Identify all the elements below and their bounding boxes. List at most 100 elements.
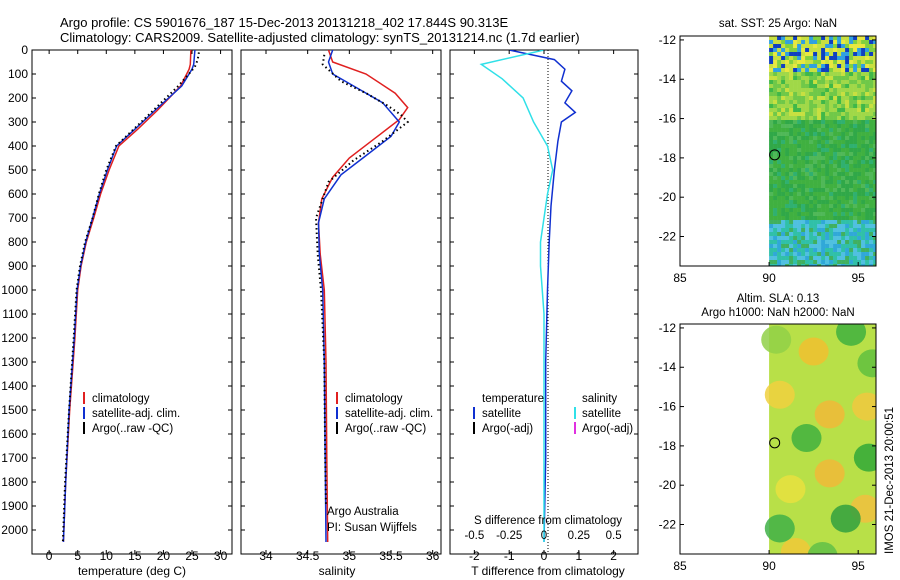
x-tick-label: 36 bbox=[426, 549, 440, 563]
sst-cell bbox=[829, 104, 834, 109]
sst-cell bbox=[797, 104, 802, 109]
sst-cell bbox=[873, 88, 876, 93]
sst-cell bbox=[781, 100, 786, 105]
sst-cell bbox=[793, 84, 798, 89]
sla-anomaly-blob bbox=[798, 337, 829, 366]
sst-cell bbox=[825, 128, 830, 133]
sal-legend-climatology-label: climatology bbox=[345, 393, 403, 405]
sst-cell bbox=[853, 144, 858, 149]
sst-cell bbox=[857, 36, 862, 41]
sst-cell bbox=[825, 224, 830, 229]
sst-cell bbox=[789, 124, 794, 129]
sst-cell bbox=[849, 88, 854, 93]
sst-cell bbox=[857, 160, 862, 165]
sst-cell bbox=[789, 224, 794, 229]
sst-cell bbox=[845, 236, 850, 241]
salinity-panel: 34 34.5 35 35.5 36 salinity climatology sate… bbox=[240, 49, 442, 578]
sst-cell bbox=[789, 92, 794, 97]
sst-cell bbox=[873, 124, 876, 129]
sst-cell bbox=[833, 116, 838, 121]
sst-cell bbox=[801, 56, 806, 61]
lat-tick-label: -22 bbox=[659, 518, 677, 532]
sst-cell bbox=[777, 240, 782, 245]
sst-cell bbox=[865, 116, 870, 121]
sst-cell bbox=[821, 64, 826, 69]
sst-cell bbox=[837, 184, 842, 189]
sst-cell bbox=[769, 136, 774, 141]
sla-map-blobs bbox=[761, 324, 876, 554]
sst-cell bbox=[821, 224, 826, 229]
sst-cell bbox=[869, 168, 874, 173]
sst-cell bbox=[837, 76, 842, 81]
sst-cell bbox=[837, 164, 842, 169]
sst-cell bbox=[857, 232, 862, 237]
sst-cell bbox=[777, 88, 782, 93]
sst-cell bbox=[865, 248, 870, 253]
sst-cell bbox=[825, 52, 830, 57]
sst-cell bbox=[813, 60, 818, 65]
sst-cell bbox=[825, 252, 830, 257]
sst-cell bbox=[817, 152, 822, 157]
sst-cell bbox=[769, 172, 774, 177]
sst-cell bbox=[793, 224, 798, 229]
sst-cell bbox=[801, 232, 806, 237]
sst-cell bbox=[793, 80, 798, 85]
sst-cell bbox=[857, 164, 862, 169]
sst-cell bbox=[781, 180, 786, 185]
sst-cell bbox=[797, 56, 802, 61]
sst-cell bbox=[841, 40, 846, 45]
sst-cell bbox=[869, 44, 874, 49]
sst-cell bbox=[801, 160, 806, 165]
sst-cell bbox=[873, 236, 876, 241]
sst-cell bbox=[865, 100, 870, 105]
sst-cell bbox=[813, 212, 818, 217]
sst-cell bbox=[769, 236, 774, 241]
sst-cell bbox=[837, 148, 842, 153]
sst-cell bbox=[861, 204, 866, 209]
sst-cell bbox=[837, 112, 842, 117]
sst-cell bbox=[769, 160, 774, 165]
sst-cell bbox=[789, 160, 794, 165]
sst-cell bbox=[829, 148, 834, 153]
sst-cell bbox=[801, 176, 806, 181]
sst-map-title: sat. SST: 25 Argo: NaN bbox=[719, 18, 837, 30]
sst-cell bbox=[817, 116, 822, 121]
sst-cell bbox=[809, 92, 814, 97]
sst-cell bbox=[861, 72, 866, 77]
sst-cell bbox=[817, 156, 822, 161]
sst-cell bbox=[853, 124, 858, 129]
sst-cell bbox=[793, 92, 798, 97]
series-line-salinity-satellite bbox=[479, 50, 554, 542]
sst-cell bbox=[789, 244, 794, 249]
sst-cell bbox=[773, 36, 778, 41]
sst-cell bbox=[817, 124, 822, 129]
sla-anomaly-blob bbox=[814, 400, 845, 429]
sst-cell bbox=[845, 264, 850, 266]
sst-cell bbox=[789, 264, 794, 266]
sst-cell bbox=[801, 240, 806, 245]
sst-cell bbox=[769, 128, 774, 133]
sst-cell bbox=[773, 100, 778, 105]
sst-cell bbox=[769, 176, 774, 181]
sst-cell bbox=[825, 188, 830, 193]
sst-cell bbox=[769, 244, 774, 249]
sst-cell bbox=[813, 92, 818, 97]
sst-cell bbox=[809, 48, 814, 53]
sst-cell bbox=[837, 240, 842, 245]
sst-cell bbox=[845, 164, 850, 169]
sst-cell bbox=[853, 140, 858, 145]
sst-cell bbox=[829, 176, 834, 181]
sst-cell bbox=[809, 116, 814, 121]
sst-cell bbox=[769, 48, 774, 53]
sst-cell bbox=[773, 60, 778, 65]
depth-tick-label: 700 bbox=[8, 211, 28, 225]
sst-cell bbox=[845, 152, 850, 157]
sst-cell bbox=[821, 180, 826, 185]
sst-cell bbox=[849, 56, 854, 61]
sst-cell bbox=[833, 36, 838, 41]
sst-cell bbox=[805, 112, 810, 117]
sst-cell bbox=[837, 56, 842, 61]
sst-cell bbox=[837, 220, 842, 225]
sst-cell bbox=[845, 36, 850, 41]
sst-cell bbox=[769, 76, 774, 81]
